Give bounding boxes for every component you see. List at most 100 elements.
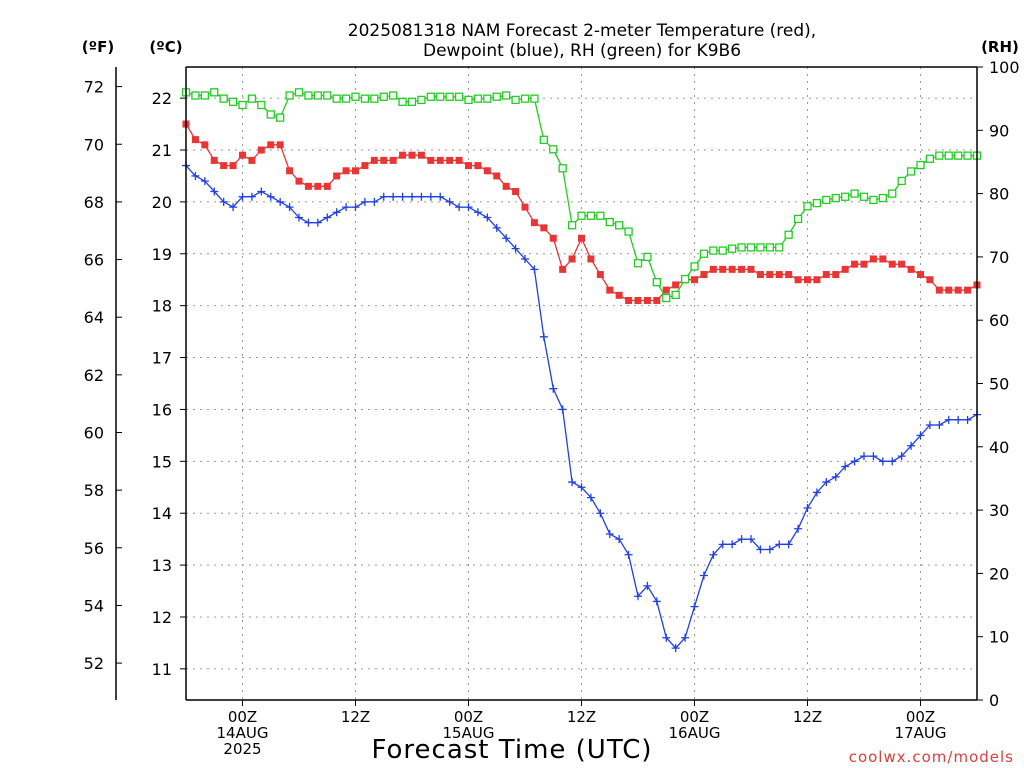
dewpoint-point <box>323 213 332 222</box>
dewpoint-point <box>954 415 963 424</box>
temperature-point <box>860 260 868 268</box>
dewpoint-point <box>210 187 219 196</box>
rh-point <box>577 211 586 220</box>
rh-point <box>841 192 850 201</box>
dewpoint-point <box>775 540 784 549</box>
rh-tick-label: 10 <box>989 628 1009 647</box>
rh-point <box>662 293 671 303</box>
rh-point <box>417 95 426 105</box>
rh-point <box>671 290 680 300</box>
rh-point <box>859 192 869 201</box>
dewpoint-point <box>464 203 473 212</box>
fahrenheit-tick-label: 70 <box>84 135 104 154</box>
temperature-point <box>587 255 595 263</box>
temperature-point <box>766 271 774 279</box>
dewpoint-point <box>389 192 398 201</box>
rh-point <box>793 214 803 224</box>
celsius-tick-label: 21 <box>152 141 172 160</box>
temperature-point <box>483 167 491 175</box>
dewpoint-point <box>596 509 605 518</box>
rh-point <box>520 94 530 103</box>
dewpoint-point <box>539 332 548 341</box>
dewpoint-point <box>907 441 916 450</box>
rh-tick-label: 30 <box>989 501 1009 520</box>
rh-point <box>454 92 464 101</box>
dewpoint-point <box>850 457 859 466</box>
temperature-point <box>474 162 482 170</box>
dewpoint-point <box>549 384 558 393</box>
temperature-point <box>596 271 604 279</box>
rh-point <box>878 193 887 203</box>
dewpoint-point <box>878 457 887 466</box>
temperature-point <box>832 271 840 279</box>
rh-point <box>502 91 511 100</box>
celsius-tick-label: 14 <box>152 504 172 523</box>
rh-point <box>530 94 539 103</box>
rh-point <box>643 252 652 262</box>
dewpoint-point <box>756 545 765 554</box>
fahrenheit-tick-label: 52 <box>84 654 104 673</box>
temperature-point <box>917 271 924 279</box>
fahrenheit-tick-label: 58 <box>84 481 104 500</box>
rh-point <box>228 97 238 106</box>
chart-title: 2025081318 NAM Forecast 2-meter Temperat… <box>348 21 816 61</box>
rh-point <box>464 95 473 105</box>
rh-point <box>624 227 633 236</box>
rh-point <box>473 94 483 103</box>
rh-point <box>511 95 520 105</box>
temperature-point <box>691 276 698 284</box>
dewpoint-point <box>812 488 821 497</box>
dewpoint-point <box>841 462 850 471</box>
rh-point <box>690 262 699 271</box>
rh-point <box>285 91 294 100</box>
dewpoint-point <box>313 218 322 227</box>
dewpoint-point <box>737 535 746 544</box>
temperature-point <box>521 203 529 211</box>
temperature-point <box>191 136 199 144</box>
temperature-point <box>352 167 359 175</box>
rh-tick-label: 100 <box>989 58 1020 77</box>
rh-point <box>756 243 765 252</box>
rh-point <box>916 160 925 170</box>
celsius-tick-label: 15 <box>152 452 172 471</box>
x-tick-label: 2025 <box>223 740 261 758</box>
celsius-tick-label: 19 <box>152 245 172 264</box>
x-axis-title: Forecast Time (UTC) <box>371 735 652 765</box>
temperature-point <box>794 276 802 284</box>
fahrenheit-tick-label: 66 <box>84 251 104 270</box>
temperature-point <box>700 271 708 279</box>
temperature-point <box>898 260 906 268</box>
rh-point <box>822 195 831 205</box>
temperature-point <box>775 271 783 279</box>
rh-point <box>304 91 313 100</box>
axes <box>115 66 983 706</box>
rh-point <box>539 135 548 144</box>
rh-point <box>709 246 718 255</box>
dewpoint-point <box>897 452 906 461</box>
rh-point <box>266 110 275 119</box>
dewpoint-point <box>718 540 727 549</box>
dewpoint-point <box>502 234 511 243</box>
rh-point <box>436 92 445 101</box>
fahrenheit-tick-label: 68 <box>84 193 104 212</box>
temperature-point <box>399 151 407 159</box>
x-tick-label: 00Z <box>906 708 935 726</box>
rh-point <box>567 221 577 230</box>
temperature-point <box>756 271 764 279</box>
dewpoint-point <box>398 192 407 201</box>
dewpoint-point <box>492 223 501 232</box>
temperature-point <box>389 156 397 164</box>
temperature-point <box>314 182 322 190</box>
rh-point <box>746 243 756 252</box>
rh-point <box>276 113 285 122</box>
dewpoint-point <box>605 529 614 538</box>
dewpoint-point <box>408 192 416 201</box>
temperature-point <box>436 156 444 164</box>
temperature-point <box>512 188 520 196</box>
fahrenheit-tick-label: 54 <box>84 596 104 615</box>
temperature-point <box>578 234 585 242</box>
dewpoint-point <box>445 197 454 206</box>
dewpoint-point <box>586 493 595 502</box>
temperature-point <box>672 281 680 289</box>
x-tick-label: 12Z <box>341 708 370 726</box>
